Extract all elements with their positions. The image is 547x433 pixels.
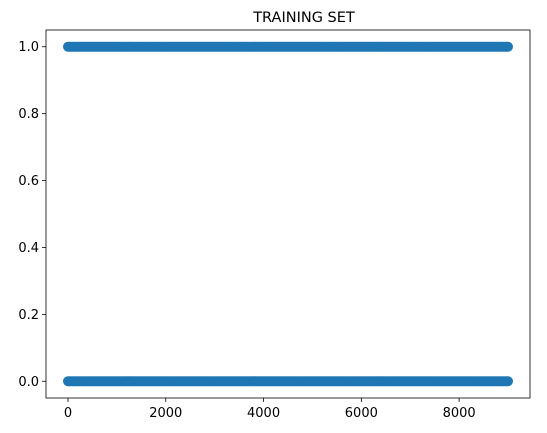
data-point <box>503 376 513 387</box>
y-tick-label: 0.8 <box>18 107 39 122</box>
x-tick-label: 8000 <box>443 406 476 421</box>
plot-frame <box>45 29 531 399</box>
data-point <box>503 41 513 52</box>
y-tick-label: 1.0 <box>18 40 39 55</box>
y-tick-label: 0.0 <box>18 375 39 390</box>
y-tick-label: 0.2 <box>18 308 39 323</box>
x-tick-label: 4000 <box>247 406 280 421</box>
x-tick-label: 6000 <box>345 406 378 421</box>
plot-area: 0 2000 4000 6000 8000 0.0 0.2 0.4 0.6 0.8 1.0 <box>18 29 531 421</box>
y-tick-label: 0.4 <box>18 241 39 256</box>
x-tick-label: 0 <box>64 406 72 421</box>
series-band-y1 <box>63 41 513 52</box>
x-tick-label: 2000 <box>149 406 182 421</box>
chart-title: TRAINING SET <box>252 10 355 26</box>
y-tick-label: 0.6 <box>18 174 39 189</box>
series-band-y0 <box>63 376 513 387</box>
